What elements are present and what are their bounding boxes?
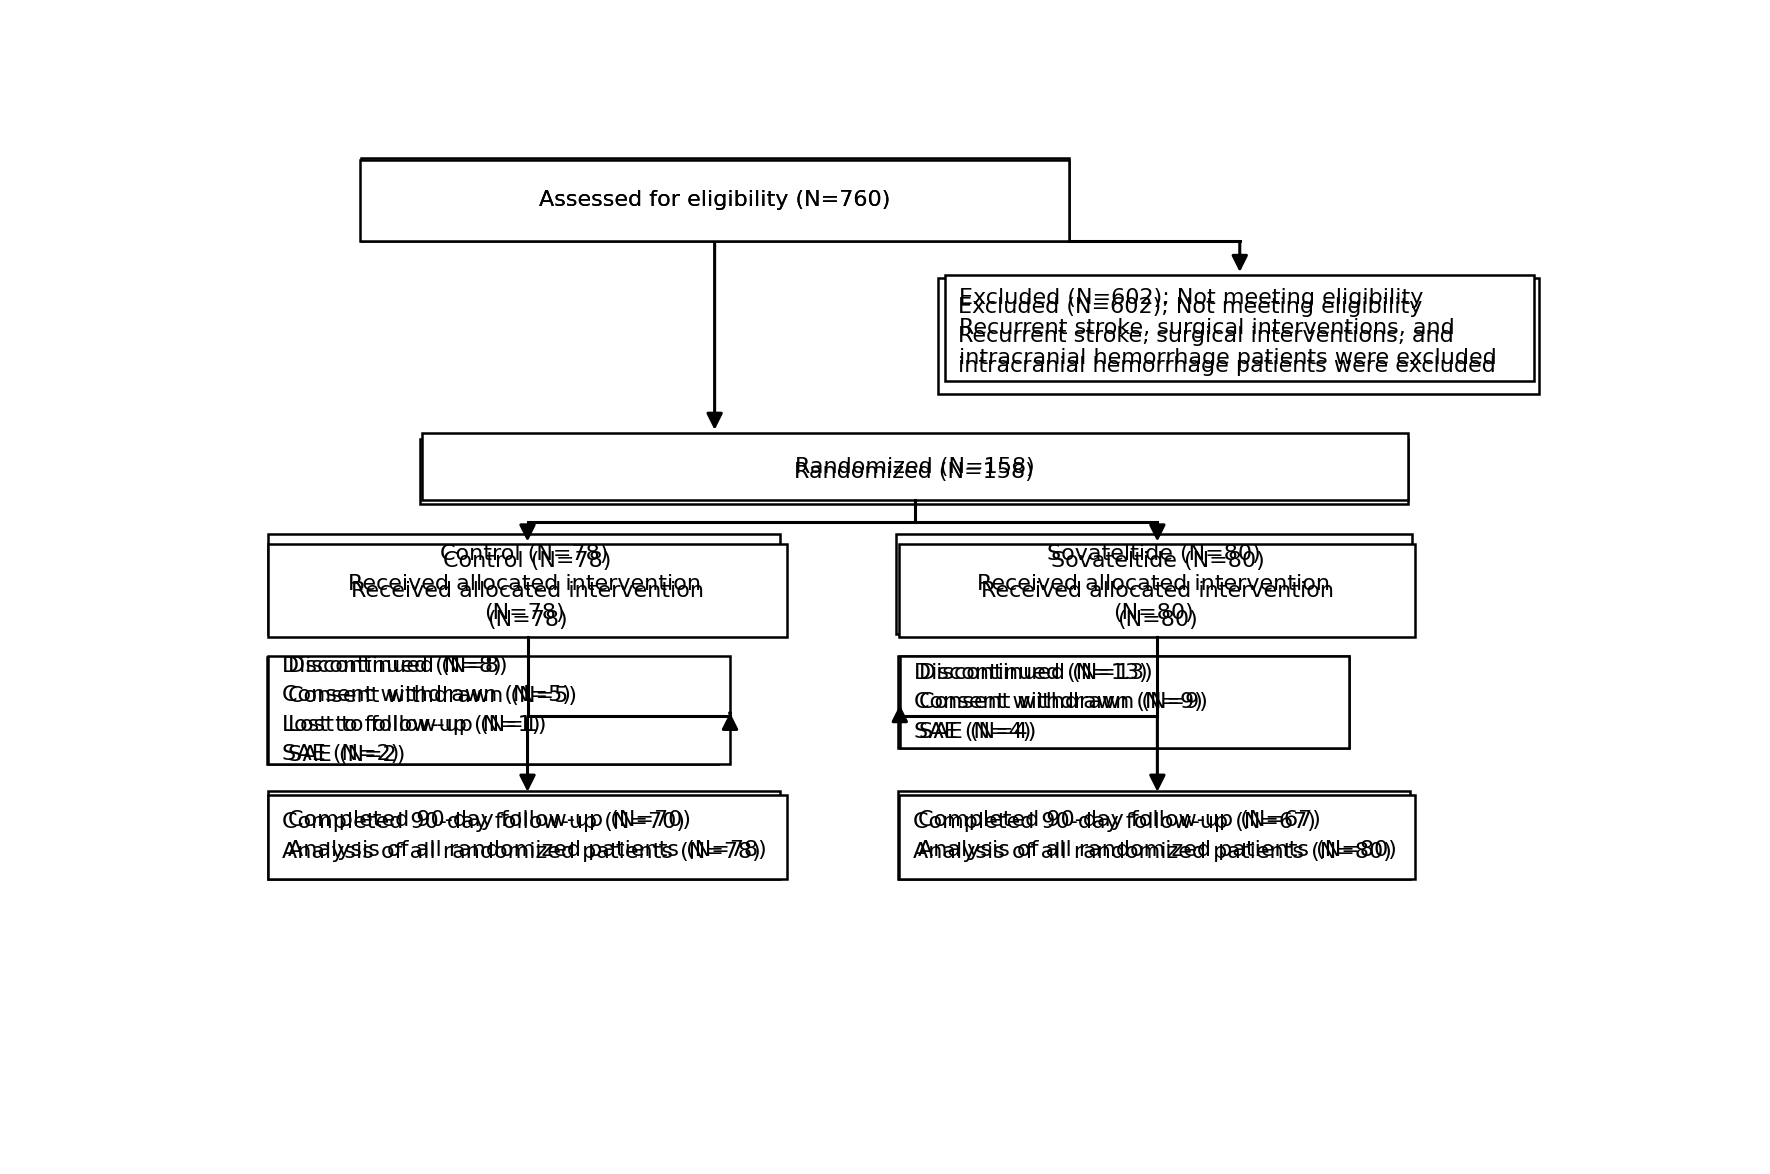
Bar — [421, 433, 1407, 500]
Text: Randomized (N=158): Randomized (N=158) — [795, 457, 1035, 477]
Bar — [267, 656, 729, 764]
Text: Excluded (N=602); Not meeting eligibility
Recurrent stroke, surgical interventio: Excluded (N=602); Not meeting eligibilit… — [958, 297, 1496, 376]
Text: Completed 90-day follow-up (N=67)
Analysis of all randomized patients (N=80): Completed 90-day follow-up (N=67) Analys… — [913, 812, 1393, 862]
Bar — [899, 795, 1416, 879]
Bar — [899, 545, 1416, 636]
Text: Completed 90-day follow-up (N=70)
Analysis of all randomized patients (N=78): Completed 90-day follow-up (N=70) Analys… — [289, 810, 766, 859]
FancyBboxPatch shape — [938, 278, 1538, 394]
Text: Control (N=78)
Received allocated intervention
(N=78): Control (N=78) Received allocated interv… — [350, 551, 704, 630]
Text: Discontinued (N=8)
Consent withdrawn (N=5)
Lost to follow-up (N=1)
SAE (N=2): Discontinued (N=8) Consent withdrawn (N=… — [289, 656, 577, 764]
Bar — [267, 795, 788, 879]
FancyBboxPatch shape — [267, 791, 781, 879]
Text: Randomized (N=158): Randomized (N=158) — [795, 461, 1034, 481]
Text: Assessed for eligibility (N=760): Assessed for eligibility (N=760) — [538, 190, 890, 210]
Bar — [899, 656, 1349, 748]
Text: Discontinued (N=8)
Consent withdrawn (N=5)
Lost to follow-up (N=1)
SAE (N=2): Discontinued (N=8) Consent withdrawn (N=… — [281, 655, 572, 764]
Text: Sovateltide (N=80)
Received allocated intervention
(N=80): Sovateltide (N=80) Received allocated in… — [981, 551, 1335, 630]
Text: Assessed for eligibility (N=760): Assessed for eligibility (N=760) — [540, 190, 890, 210]
Text: Discontinued (N=13)
Consent withdrawn (N=9)
SAE (N=4): Discontinued (N=13) Consent withdrawn (N… — [913, 662, 1202, 742]
Text: Discontinued (N=13)
Consent withdrawn (N=9)
SAE (N=4): Discontinued (N=13) Consent withdrawn (N… — [919, 662, 1207, 742]
FancyBboxPatch shape — [419, 439, 1407, 505]
Text: Completed 90-day follow-up (N=67)
Analysis of all randomized patients (N=80): Completed 90-day follow-up (N=67) Analys… — [919, 810, 1397, 859]
Text: Excluded (N=602); Not meeting eligibility
Recurrent stroke, surgical interventio: Excluded (N=602); Not meeting eligibilit… — [959, 289, 1497, 367]
FancyBboxPatch shape — [361, 158, 1069, 241]
Text: Control (N=78)
Received allocated intervention
(N=78): Control (N=78) Received allocated interv… — [347, 545, 701, 623]
Text: Sovateltide (N=80)
Received allocated intervention
(N=80): Sovateltide (N=80) Received allocated in… — [977, 545, 1331, 623]
FancyBboxPatch shape — [897, 656, 1349, 748]
Bar — [361, 160, 1069, 241]
Bar — [945, 275, 1535, 382]
FancyBboxPatch shape — [897, 791, 1411, 879]
Bar — [267, 545, 788, 636]
Text: Completed 90-day follow-up (N=70)
Analysis of all randomized patients (N=78): Completed 90-day follow-up (N=70) Analys… — [281, 812, 761, 862]
FancyBboxPatch shape — [896, 534, 1412, 634]
FancyBboxPatch shape — [267, 534, 781, 634]
FancyBboxPatch shape — [267, 656, 719, 764]
